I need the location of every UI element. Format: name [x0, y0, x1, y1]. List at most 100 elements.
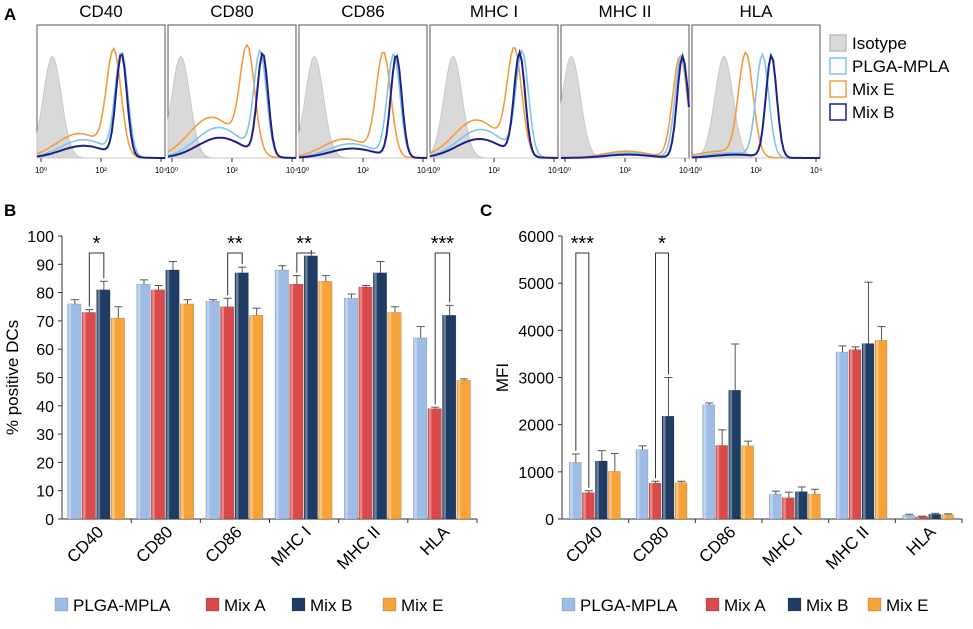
- histogram-panel-hla: HLA 10⁰ 10² 10⁴: [690, 2, 823, 175]
- histogram-tick-label: 10⁴: [548, 166, 561, 175]
- bar-highlight: [929, 514, 933, 519]
- y-tick-label: 60: [36, 342, 54, 359]
- x-tick-label-cd86: CD86: [202, 522, 246, 566]
- mix-b-curve: [167, 51, 296, 159]
- bar-highlight: [388, 312, 392, 519]
- bar-highlight: [716, 445, 720, 519]
- histogram-legend: Isotype PLGA-MPLA Mix E Mix B: [829, 34, 950, 122]
- histogram-title: CD86: [341, 2, 384, 21]
- x-tick-label-cd80: CD80: [629, 522, 673, 566]
- y-tick-label: 1000: [518, 465, 554, 482]
- histogram-tick-label: 10⁰: [166, 166, 178, 175]
- bar-highlight: [583, 492, 586, 519]
- bar-highlight: [783, 497, 786, 519]
- bar-highlight: [428, 408, 432, 519]
- x-tick-label-hla: HLA: [416, 522, 453, 559]
- legend-label-mix-a: Mix A: [224, 596, 266, 615]
- y-axis-label: % positive DCs: [3, 320, 22, 435]
- bar-highlight: [374, 272, 377, 519]
- legend-label-plga-mpla: PLGA-MPLA: [73, 596, 171, 615]
- bar-highlight: [305, 255, 308, 519]
- mix-b-curve: [36, 53, 165, 159]
- bar-highlight: [742, 445, 746, 519]
- histogram-tick-label: 10⁴: [417, 166, 430, 175]
- significance-bracket-cd40: [575, 252, 590, 488]
- significance-stars-cd40: *: [93, 233, 101, 255]
- bar-highlight: [83, 312, 86, 519]
- bar-highlight: [770, 494, 773, 519]
- bar-highlight: [676, 482, 679, 519]
- legend-label-mix-b: Mix B: [806, 596, 849, 615]
- bar-highlight: [457, 380, 461, 519]
- bar-highlight: [916, 516, 920, 519]
- bar-highlight: [609, 471, 612, 519]
- histogram-tick-label: 10⁴: [810, 166, 823, 175]
- x-tick-label-mhc-i: MHC I: [267, 522, 314, 569]
- legend-swatch-mix-e: [867, 597, 882, 612]
- bar-highlight: [166, 269, 170, 519]
- y-tick-label: 10: [36, 484, 54, 501]
- y-tick-label: 30: [36, 427, 54, 444]
- bar-highlight: [137, 284, 141, 519]
- histogram-tick-label: 10²: [95, 166, 107, 175]
- legend-swatch-plga-mpla: [54, 597, 69, 612]
- histogram-title: MHC I: [470, 2, 518, 21]
- y-tick-label: 6000: [518, 229, 554, 246]
- bar-highlight: [663, 416, 666, 519]
- histogram-tick-label: 10²: [357, 166, 369, 175]
- bar-highlight: [221, 306, 224, 519]
- bar-highlight: [570, 462, 573, 519]
- x-tick-label-cd40: CD40: [63, 522, 107, 566]
- mix-e-curve: [298, 51, 427, 159]
- bar-highlight: [942, 514, 946, 519]
- y-tick-label: 90: [36, 257, 54, 274]
- x-tick-label-mhc-i: MHC I: [759, 522, 806, 569]
- legend-swatch-isotype: [829, 34, 847, 52]
- bar-highlight: [152, 289, 155, 519]
- bar-highlight: [359, 286, 363, 519]
- bar-highlight: [863, 343, 866, 519]
- significance-stars-hla: ***: [431, 233, 455, 255]
- bar-highlight: [637, 449, 640, 519]
- bar-highlight: [876, 340, 879, 519]
- y-tick-label: 50: [36, 371, 54, 388]
- legend-label-plga-mpla: PLGA-MPLA: [852, 57, 950, 76]
- legend-swatch-mix-b: [787, 597, 802, 612]
- bar-highlight: [850, 349, 853, 519]
- y-tick-label: 0: [45, 512, 54, 529]
- histogram-tick-label: 10⁴: [155, 166, 168, 175]
- bar-highlight: [703, 404, 707, 519]
- plga-mpla-curve: [429, 48, 558, 159]
- histogram-tick-label: 10⁴: [679, 166, 692, 175]
- y-tick-label: 100: [27, 229, 54, 246]
- bar-highlight: [276, 269, 279, 519]
- significance-bracket-cd80: [655, 252, 669, 479]
- legend-swatch-mix-e: [829, 80, 847, 98]
- y-tick-label: 20: [36, 455, 54, 472]
- legend-swatch-plga-mpla: [561, 597, 576, 612]
- x-tick-label-mhc-ii: MHC II: [333, 522, 384, 573]
- isotype-curve: [167, 55, 296, 159]
- significance-bracket-cd86: [227, 252, 243, 296]
- significance-bracket-mhc-i: [296, 249, 312, 273]
- bar-highlight: [97, 289, 101, 519]
- histogram-tick-label: 10⁰: [690, 166, 702, 175]
- histogram-panel-cd40: CD40 10⁰ 10² 10⁴: [35, 2, 168, 175]
- histogram-tick-label: 10⁰: [559, 166, 571, 175]
- panel-label-a: A: [4, 5, 16, 24]
- panel-label-b: B: [4, 201, 16, 220]
- x-tick-label-cd86: CD86: [695, 522, 739, 566]
- histogram-tick-label: 10⁴: [286, 166, 299, 175]
- histogram-tick-label: 10⁰: [297, 166, 309, 175]
- bar-highlight: [345, 298, 348, 519]
- legend-label-mix-a: Mix A: [724, 596, 766, 615]
- significance-stars-cd40: ***: [571, 233, 595, 255]
- legend-swatch-mix-a: [705, 597, 720, 612]
- y-axis-label: MFI: [493, 363, 512, 392]
- legend-label-mix-e: Mix E: [886, 596, 929, 615]
- bar-highlight: [796, 491, 799, 519]
- y-tick-label: 40: [36, 399, 54, 416]
- bar-highlight: [68, 303, 72, 519]
- bar-highlight: [235, 272, 239, 519]
